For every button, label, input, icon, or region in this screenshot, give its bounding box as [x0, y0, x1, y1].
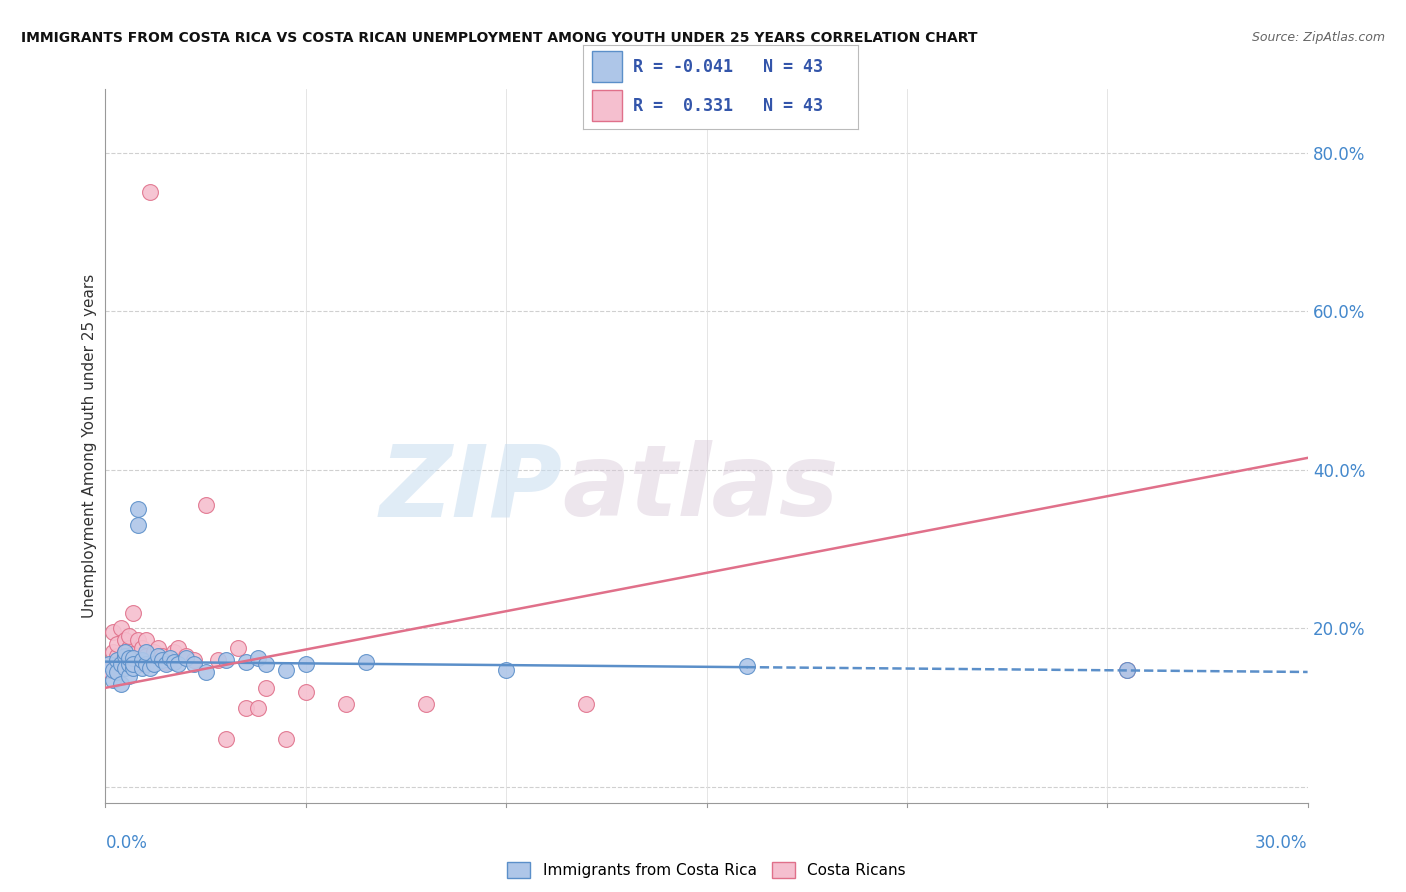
Point [254, 657, 277, 671]
Point [162, 655, 184, 669]
Point [274, 732, 297, 747]
Point [183, 653, 205, 667]
Point [114, 645, 136, 659]
Point [415, 697, 437, 711]
Point [1116, 663, 1139, 677]
Point [138, 186, 160, 200]
Point [246, 700, 269, 714]
Point [103, 625, 125, 640]
Text: R = -0.041   N = 43: R = -0.041 N = 43 [633, 58, 823, 76]
Point [295, 657, 318, 671]
Point [146, 649, 169, 664]
Point [174, 651, 197, 665]
Point [135, 657, 157, 671]
Point [246, 651, 269, 665]
Point [103, 673, 125, 687]
Text: ZIP: ZIP [380, 441, 562, 537]
Point [495, 663, 517, 677]
Text: 30.0%: 30.0% [1256, 834, 1308, 852]
Point [575, 697, 598, 711]
Point [114, 633, 136, 648]
Point [159, 653, 181, 667]
Point [131, 641, 153, 656]
Point [98, 657, 121, 671]
Point [118, 650, 141, 665]
Legend: Immigrants from Costa Rica, Costa Ricans: Immigrants from Costa Rica, Costa Ricans [502, 856, 911, 884]
Bar [592, 90, 621, 120]
Point [354, 655, 377, 669]
Point [194, 665, 217, 679]
Point [150, 653, 173, 667]
Point [150, 649, 173, 664]
Point [131, 661, 153, 675]
Point [159, 650, 181, 665]
Point [166, 657, 188, 671]
Point [110, 657, 132, 671]
Text: atlas: atlas [562, 441, 839, 537]
Bar [592, 52, 621, 82]
Point [122, 661, 145, 675]
Point [207, 653, 229, 667]
Point [131, 653, 153, 667]
Point [214, 653, 236, 667]
Point [107, 665, 129, 679]
Point [226, 641, 249, 656]
Point [122, 606, 145, 620]
Point [135, 649, 157, 664]
Point [114, 661, 136, 675]
Text: R =  0.331   N = 43: R = 0.331 N = 43 [633, 96, 823, 114]
Point [214, 732, 236, 747]
Point [118, 641, 141, 656]
Point [127, 633, 149, 648]
Point [114, 645, 136, 659]
Point [110, 621, 132, 635]
Text: IMMIGRANTS FROM COSTA RICA VS COSTA RICAN UNEMPLOYMENT AMONG YOUTH UNDER 25 YEAR: IMMIGRANTS FROM COSTA RICA VS COSTA RICA… [21, 31, 977, 45]
Point [146, 641, 169, 656]
Point [235, 700, 257, 714]
Point [127, 502, 149, 516]
Point [735, 659, 758, 673]
Point [122, 657, 145, 671]
Y-axis label: Unemployment Among Youth under 25 years: Unemployment Among Youth under 25 years [82, 274, 97, 618]
Point [127, 518, 149, 533]
Point [122, 647, 145, 661]
Point [295, 685, 318, 699]
Text: 0.0%: 0.0% [105, 834, 148, 852]
Point [114, 649, 136, 664]
Point [135, 645, 157, 659]
Point [274, 663, 297, 677]
Point [138, 661, 160, 675]
Point [127, 653, 149, 667]
Point [183, 657, 205, 671]
Point [107, 637, 129, 651]
Point [162, 645, 184, 659]
Point [142, 645, 165, 659]
Point [335, 697, 357, 711]
Point [107, 649, 129, 664]
Point [122, 651, 145, 665]
Point [155, 655, 177, 669]
Point [174, 649, 197, 664]
Text: Source: ZipAtlas.com: Source: ZipAtlas.com [1251, 31, 1385, 45]
Point [254, 681, 277, 695]
Point [118, 669, 141, 683]
Point [135, 633, 157, 648]
Point [98, 663, 121, 677]
Point [166, 641, 188, 656]
Point [110, 677, 132, 691]
Point [103, 663, 125, 677]
Point [235, 655, 257, 669]
Point [118, 629, 141, 643]
Point [1116, 663, 1139, 677]
Point [131, 657, 153, 671]
Point [110, 655, 132, 669]
Point [142, 657, 165, 671]
Point [103, 645, 125, 659]
Point [107, 653, 129, 667]
Point [118, 657, 141, 671]
Point [114, 657, 136, 671]
Point [194, 499, 217, 513]
Point [155, 657, 177, 671]
